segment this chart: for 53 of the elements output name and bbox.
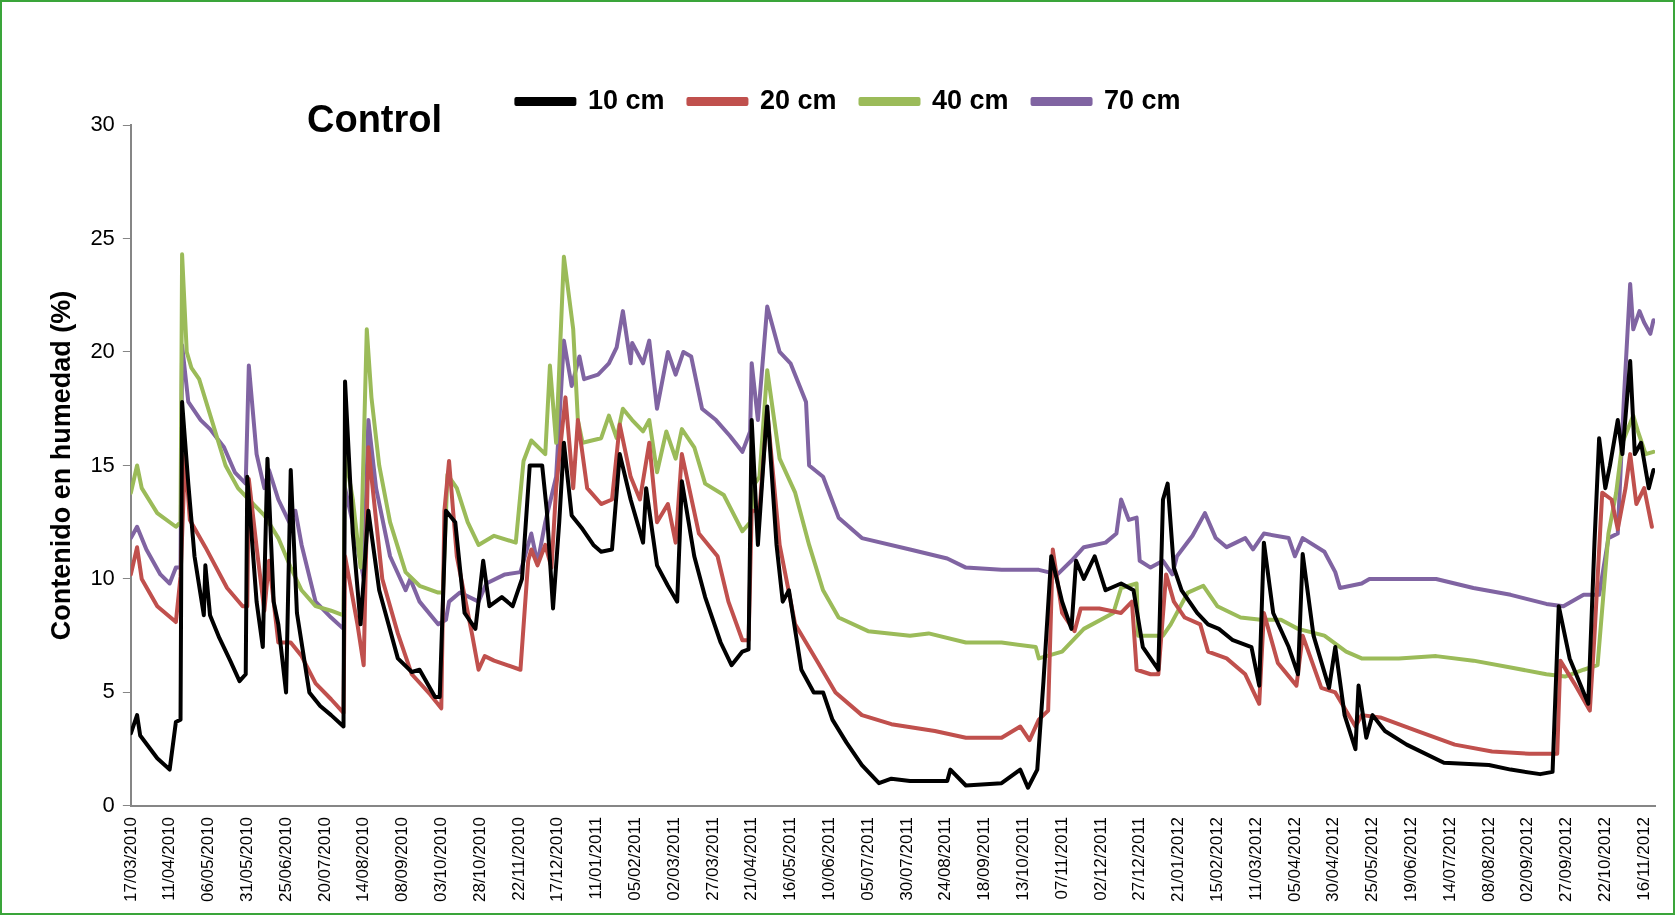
x-tick-label: 31/05/2010 bbox=[236, 816, 256, 903]
x-tick-label: 22/10/2012 bbox=[1595, 816, 1615, 903]
x-tick-label: 22/11/2010 bbox=[508, 816, 528, 901]
x-tick-label: 05/02/2011 bbox=[624, 816, 644, 901]
x-tick-label: 02/03/2011 bbox=[663, 816, 683, 901]
x-tick-label: 30/07/2011 bbox=[896, 816, 916, 901]
x-tick-label: 15/02/2012 bbox=[1207, 816, 1226, 903]
x-tick-label: 30/04/2012 bbox=[1323, 816, 1343, 903]
x-tick-label: 24/08/2011 bbox=[935, 816, 955, 901]
x-tick-label: 02/09/2012 bbox=[1517, 816, 1537, 903]
x-tick-label: 11/03/2012 bbox=[1245, 816, 1265, 901]
legend-label: 40 cm bbox=[932, 84, 1009, 115]
x-tick-label: 17/12/2010 bbox=[547, 816, 567, 903]
y-axis-title: Contenido en humedad (%) bbox=[45, 290, 76, 641]
x-tick-label: 21/01/2012 bbox=[1168, 816, 1188, 903]
x-tick-label: 08/09/2010 bbox=[392, 816, 412, 903]
legend-label: 70 cm bbox=[1104, 84, 1181, 115]
y-tick-label: 25 bbox=[90, 224, 115, 250]
x-tick-label: 11/01/2011 bbox=[586, 816, 606, 900]
x-tick-label: 14/07/2012 bbox=[1439, 816, 1459, 903]
x-tick-label: 14/08/2010 bbox=[353, 816, 373, 903]
y-tick-label: 5 bbox=[102, 678, 115, 704]
y-tick-label: 20 bbox=[90, 338, 115, 364]
y-tick-label: 30 bbox=[90, 111, 115, 137]
x-tick-label: 25/06/2010 bbox=[275, 816, 295, 903]
y-tick-label: 15 bbox=[90, 451, 115, 477]
x-tick-label: 03/10/2010 bbox=[430, 816, 450, 903]
x-tick-label: 10/06/2011 bbox=[818, 816, 838, 901]
x-tick-label: 17/03/2010 bbox=[120, 816, 140, 903]
x-tick-label: 20/07/2010 bbox=[314, 816, 334, 903]
x-tick-label: 19/06/2012 bbox=[1401, 816, 1421, 903]
x-tick-label: 27/12/2011 bbox=[1129, 816, 1149, 901]
legend-label: 10 cm bbox=[587, 84, 665, 115]
x-tick-label: 28/10/2010 bbox=[469, 816, 489, 903]
x-tick-label: 05/07/2011 bbox=[857, 816, 877, 901]
x-tick-label: 27/03/2011 bbox=[702, 816, 722, 901]
x-tick-label: 06/05/2010 bbox=[198, 816, 218, 903]
y-tick-label: 10 bbox=[90, 565, 115, 591]
x-tick-label: 16/05/2011 bbox=[780, 816, 800, 901]
x-tick-label: 16/11/2012 bbox=[1633, 816, 1653, 901]
x-tick-label: 02/12/2011 bbox=[1090, 816, 1110, 901]
chart-title: Control bbox=[307, 98, 443, 141]
x-tick-label: 21/04/2011 bbox=[741, 816, 761, 901]
x-tick-label: 13/10/2011 bbox=[1013, 816, 1032, 901]
x-tick-label: 05/04/2012 bbox=[1284, 816, 1304, 903]
x-tick-label: 08/08/2012 bbox=[1478, 816, 1498, 903]
y-tick-label: 0 bbox=[102, 791, 115, 817]
x-tick-label: 25/05/2012 bbox=[1362, 816, 1382, 903]
legend-label: 20 cm bbox=[759, 84, 837, 115]
x-tick-label: 27/09/2012 bbox=[1556, 816, 1576, 903]
x-tick-label: 07/11/2011 bbox=[1051, 816, 1071, 900]
x-tick-label: 18/09/2011 bbox=[974, 816, 994, 901]
x-tick-label: 11/04/2010 bbox=[159, 816, 179, 901]
